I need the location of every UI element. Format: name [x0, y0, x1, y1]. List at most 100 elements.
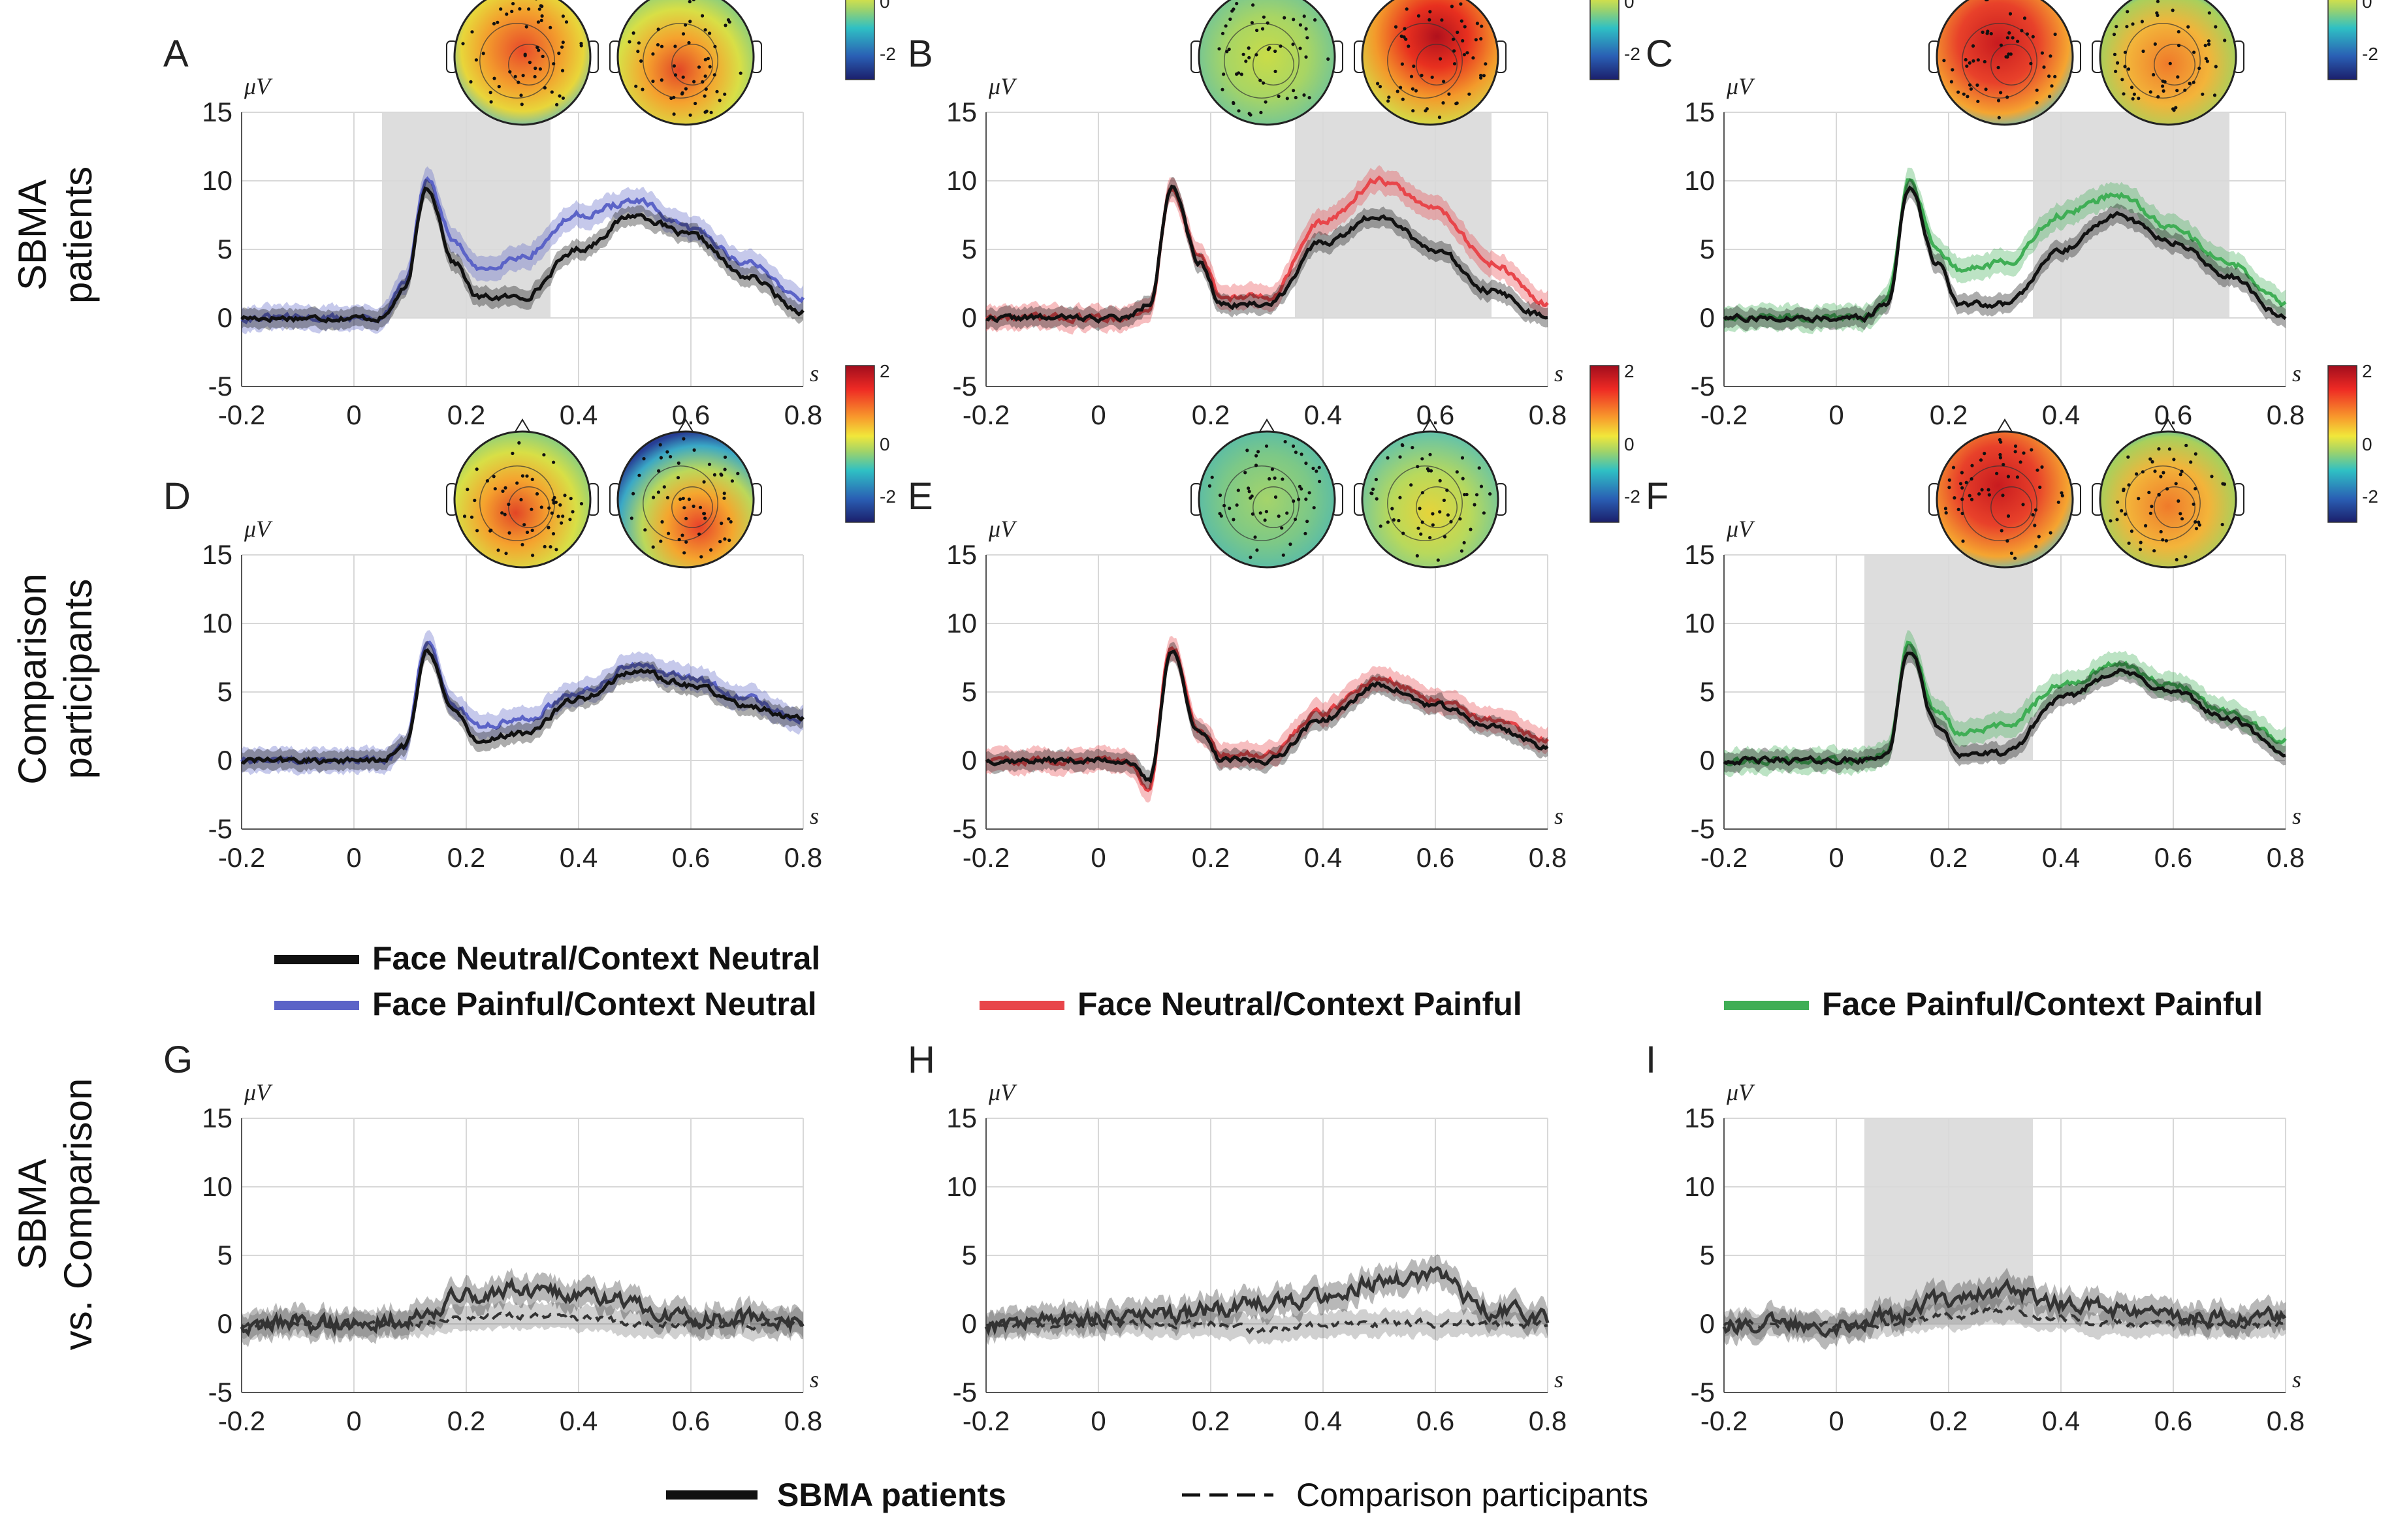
colorbar-gradient — [845, 365, 875, 523]
electrode-dot — [656, 43, 660, 47]
electrode-dot — [1407, 44, 1411, 48]
electrode-dot — [681, 32, 686, 36]
electrode-dot — [669, 455, 673, 459]
panel-letter: F — [1646, 475, 1668, 518]
electrode-dot — [547, 506, 551, 510]
electrode-dot — [1386, 456, 1390, 460]
electrode-dot — [2157, 493, 2161, 497]
electrode-dot — [466, 488, 470, 492]
electrode-dot — [2112, 33, 2116, 37]
electrode-dot — [667, 531, 671, 535]
electrode-dot — [1302, 14, 1306, 18]
electrode-dot — [657, 469, 661, 473]
series-line — [984, 1265, 1550, 1336]
y-tick-label: 5 — [962, 234, 977, 264]
x-tick-label: 0.8 — [784, 842, 822, 873]
electrode-dot — [673, 44, 677, 48]
electrode-dot — [2172, 108, 2176, 112]
electrode-dot — [2115, 518, 2119, 522]
contour-line — [1990, 486, 2032, 528]
electrode-dot — [543, 86, 547, 90]
electrode-dot — [1446, 513, 1450, 517]
contour-line — [671, 486, 713, 528]
electrode-dot — [1442, 498, 1446, 503]
electrode-dot — [1462, 53, 1466, 57]
electrode-dot — [2159, 475, 2163, 479]
electrode-dot — [1451, 37, 1456, 41]
x-tick-label: 0 — [346, 842, 361, 873]
colorbar-tick-label: 2 — [1624, 361, 1635, 381]
electrode-dot — [2138, 548, 2143, 552]
electrode-dot — [2127, 483, 2131, 487]
electrode-dot — [705, 109, 709, 113]
electrode-dot — [520, 102, 524, 106]
electrode-dot — [1976, 99, 1980, 103]
electrode-dot — [2180, 517, 2184, 521]
electrode-dot — [1235, 503, 1239, 507]
electrode-dot — [2130, 86, 2134, 89]
electrode-dot — [1263, 518, 1267, 522]
electrode-dot — [2212, 93, 2217, 97]
electrode-dot — [554, 548, 558, 552]
electrode-dot — [727, 20, 731, 24]
electrode-dot — [558, 94, 562, 98]
electrode-dot — [1970, 477, 1973, 481]
x-tick-label: 0 — [1828, 842, 1843, 873]
confidence-band — [986, 642, 1548, 791]
electrode-dot — [659, 539, 663, 543]
y-tick-label: -5 — [1691, 1377, 1715, 1407]
electrode-dot — [1283, 440, 1287, 444]
electrode-dot — [2184, 555, 2188, 559]
electrode-dot — [1961, 539, 1965, 543]
electrode-dot — [1398, 455, 1402, 459]
electrode-dot — [1455, 470, 1459, 474]
colorbar-tick-label: 0 — [1624, 0, 1635, 12]
electrode-dot — [1390, 507, 1394, 511]
electrode-dot — [496, 20, 500, 24]
electrode-dot — [500, 511, 504, 515]
series-line — [985, 649, 1549, 783]
x-unit-label: s — [2292, 1366, 2301, 1392]
electrode-dot — [2152, 72, 2156, 77]
electrode-dot — [1232, 518, 1236, 522]
electrode-dot — [682, 506, 686, 510]
electrode-dot — [2177, 44, 2181, 48]
panel-letter: G — [163, 1039, 193, 1081]
electrode-dot — [1971, 59, 1975, 63]
y-tick-label: 0 — [217, 745, 232, 776]
y-tick-label: 10 — [202, 165, 232, 196]
electrode-dot — [637, 41, 641, 45]
y-tick-label: -5 — [208, 371, 232, 401]
electrode-dot — [718, 99, 722, 102]
scalp-topography-map — [446, 0, 599, 126]
electrode-dot — [703, 516, 707, 520]
electrode-dot — [1285, 97, 1289, 101]
electrode-dot — [1292, 89, 1296, 93]
electrode-dot — [678, 497, 682, 501]
confidence-band — [242, 1300, 803, 1342]
electrode-dot — [2171, 8, 2175, 12]
x-tick-label: 0.2 — [1930, 400, 1968, 430]
electrode-dot — [2201, 92, 2205, 96]
electrode-dot — [2132, 92, 2136, 96]
y-tick-label: 0 — [217, 302, 232, 333]
y-tick-label: 10 — [202, 1171, 232, 1202]
legend-label: Comparison participants — [1296, 1477, 1648, 1513]
colorbar-tick-label: 0 — [880, 0, 890, 12]
colorbar: 20-2 — [2327, 0, 2378, 80]
electrode-dot — [1273, 49, 1277, 54]
electrode-dot — [1416, 14, 1420, 18]
electrode-dot — [557, 52, 561, 55]
y-tick-label: 15 — [946, 539, 977, 570]
electrode-dot — [727, 539, 731, 542]
y-tick-label: 5 — [1700, 234, 1715, 264]
electrode-dot — [1968, 83, 1972, 87]
electrode-dot — [2048, 95, 2052, 99]
x-tick-label: 0.4 — [560, 842, 598, 873]
electrode-dot — [1298, 46, 1302, 50]
electrode-dot — [1956, 90, 1960, 94]
electrode-dot — [2115, 25, 2118, 29]
electrode-dot — [1411, 87, 1414, 91]
colorbar-tick-label: 2 — [880, 361, 890, 381]
y-tick-label: 0 — [962, 745, 977, 776]
